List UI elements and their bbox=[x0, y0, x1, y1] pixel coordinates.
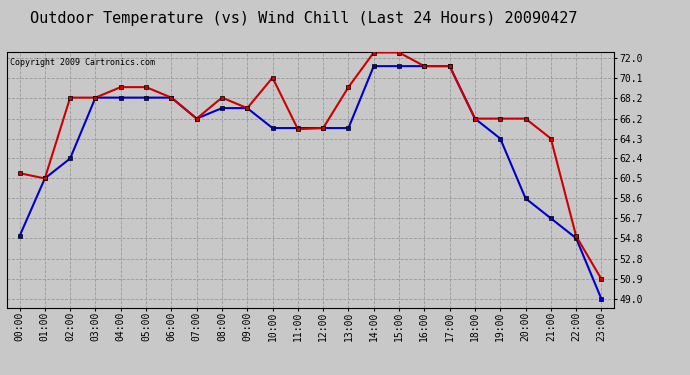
Text: Outdoor Temperature (vs) Wind Chill (Last 24 Hours) 20090427: Outdoor Temperature (vs) Wind Chill (Las… bbox=[30, 11, 578, 26]
Text: Copyright 2009 Cartronics.com: Copyright 2009 Cartronics.com bbox=[10, 58, 155, 67]
